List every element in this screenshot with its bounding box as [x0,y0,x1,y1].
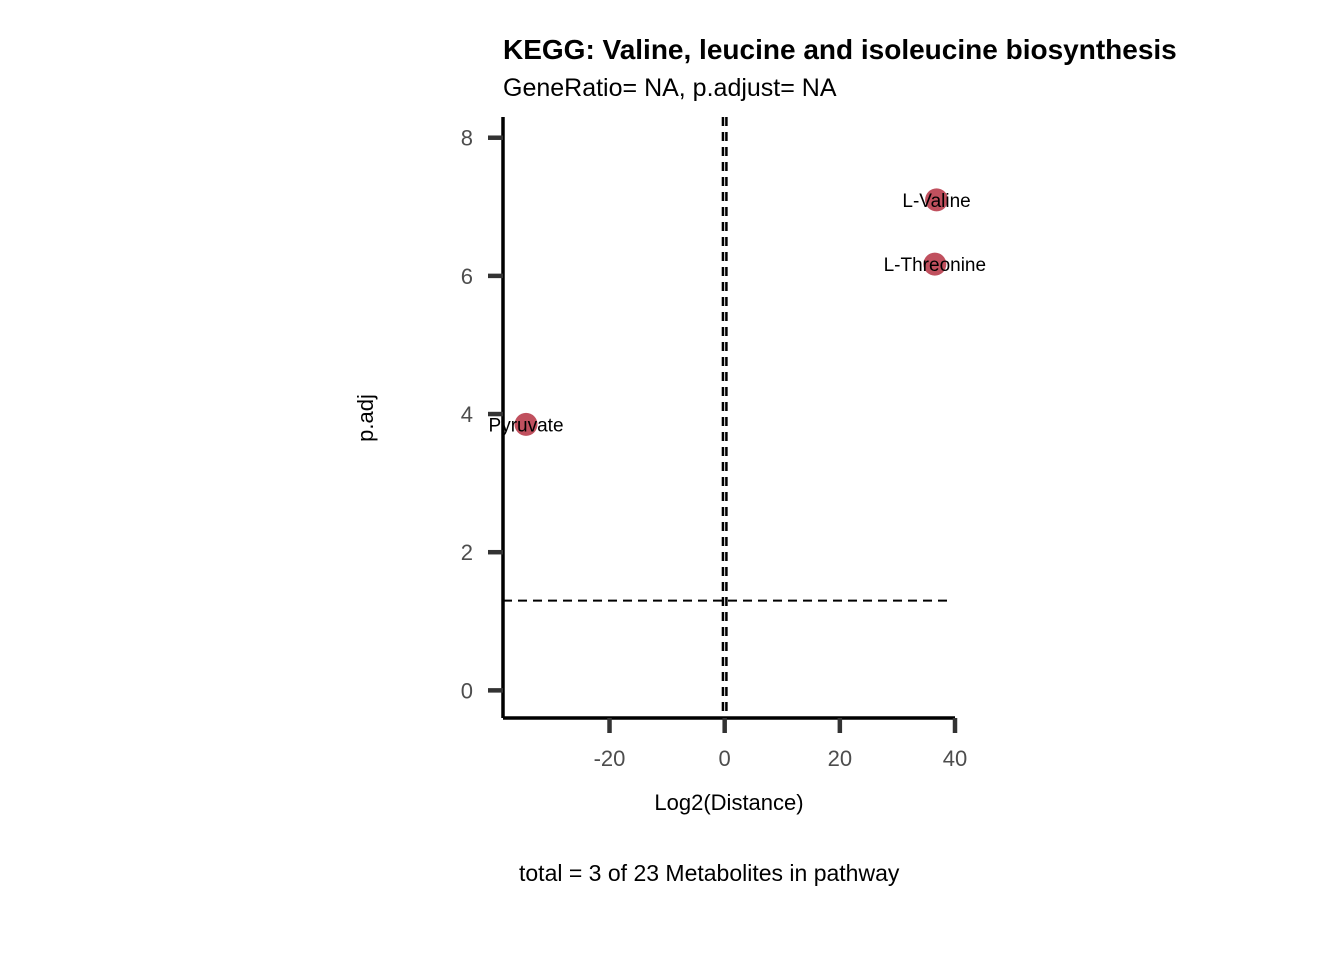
data-point [925,188,949,212]
point-label: L-Valine [902,191,970,212]
x-tick-label: 0 [719,746,731,771]
point-label: Pyruvate [489,415,564,436]
chart-title: KEGG: Valine, leucine and isoleucine bio… [503,34,1177,65]
point-labels: L-Valine L-Threonine Pyruvate [489,191,987,437]
chart-caption: total = 3 of 23 Metabolites in pathway [519,860,900,886]
data-point [514,412,538,436]
axes: 0 2 4 6 8 -20 0 20 40 [461,117,967,771]
data-points [514,188,949,436]
data-point [923,252,947,276]
y-axis-title: p.adj [353,394,378,442]
x-tick-label: 40 [943,746,967,771]
y-tick-label: 8 [461,126,473,151]
chart-subtitle: GeneRatio= NA, p.adjust= NA [503,74,837,102]
reference-lines [503,117,947,718]
y-tick-label: 6 [461,264,473,289]
point-label: L-Threonine [884,255,986,276]
x-axis-title: Log2(Distance) [654,790,803,815]
y-tick-label: 2 [461,540,473,565]
x-tick-label: -20 [594,746,626,771]
y-tick-label: 0 [461,678,473,703]
y-tick-label: 4 [461,402,473,427]
x-tick-label: 20 [828,746,852,771]
